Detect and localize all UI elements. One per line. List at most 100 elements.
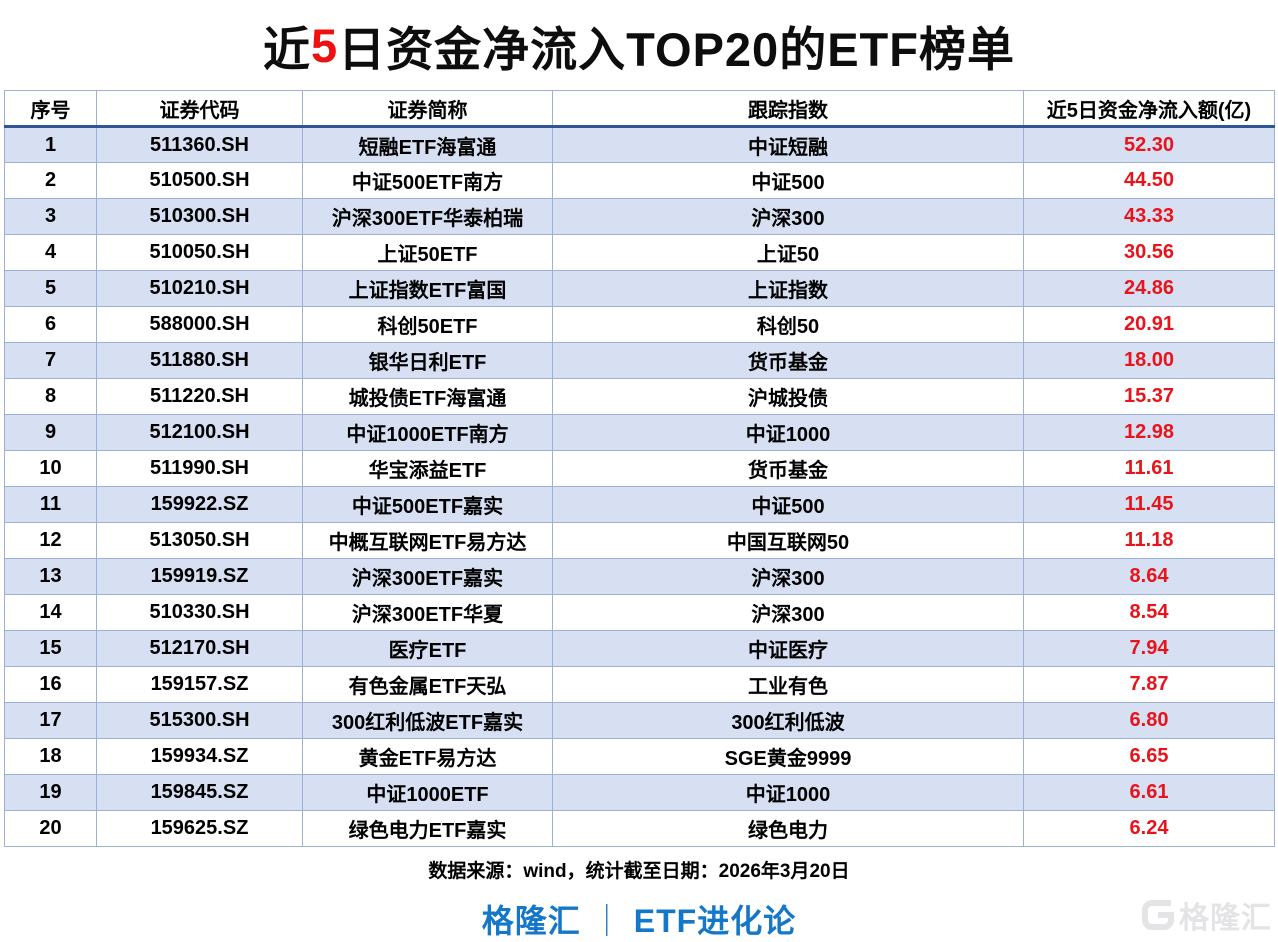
cell-code: 510050.SH xyxy=(96,234,303,271)
table-row: 16 159157.SZ 有色金属ETF天弘 工业有色 7.87 xyxy=(4,666,1275,703)
cell-rank: 7 xyxy=(4,342,97,379)
table-row: 19 159845.SZ 中证1000ETF 中证1000 6.61 xyxy=(4,774,1275,811)
cell-index: 沪深300 xyxy=(552,558,1024,595)
cell-code: 588000.SH xyxy=(96,306,303,343)
cell-code: 513050.SH xyxy=(96,522,303,559)
cell-rank: 2 xyxy=(4,162,97,199)
cell-rank: 6 xyxy=(4,306,97,343)
cell-index: 中证医疗 xyxy=(552,630,1024,667)
cell-rank: 15 xyxy=(4,630,97,667)
cell-inflow: 6.24 xyxy=(1023,810,1275,847)
table-row: 15 512170.SH 医疗ETF 中证医疗 7.94 xyxy=(4,630,1275,667)
cell-rank: 19 xyxy=(4,774,97,811)
cell-index: 货币基金 xyxy=(552,450,1024,487)
cell-name: 上证50ETF xyxy=(302,234,553,271)
cell-rank: 11 xyxy=(4,486,97,523)
cell-index: 300红利低波 xyxy=(552,702,1024,739)
cell-index: 沪深300 xyxy=(552,594,1024,631)
cell-inflow: 6.80 xyxy=(1023,702,1275,739)
cell-index: 中证500 xyxy=(552,486,1024,523)
cell-code: 510330.SH xyxy=(96,594,303,631)
watermark-text: 格隆汇 xyxy=(1179,902,1272,935)
page-title: 近 5 日资金净流入TOP20的ETF榜单 xyxy=(0,0,1278,90)
cell-code: 159934.SZ xyxy=(96,738,303,775)
cell-rank: 12 xyxy=(4,522,97,559)
cell-inflow: 44.50 xyxy=(1023,162,1275,199)
cell-index: 沪深300 xyxy=(552,198,1024,235)
cell-code: 511220.SH xyxy=(96,378,303,415)
cell-code: 159919.SZ xyxy=(96,558,303,595)
cell-name: 300红利低波ETF嘉实 xyxy=(302,702,553,739)
cell-index: 上证指数 xyxy=(552,270,1024,307)
table-header-row: 序号 证券代码 证券简称 跟踪指数 近5日资金净流入额(亿) xyxy=(4,90,1275,128)
title-prefix: 近 xyxy=(263,22,312,76)
cell-index: 上证50 xyxy=(552,234,1024,271)
cell-inflow: 43.33 xyxy=(1023,198,1275,235)
cell-name: 绿色电力ETF嘉实 xyxy=(302,810,553,847)
table-row: 10 511990.SH 华宝添益ETF 货币基金 11.61 xyxy=(4,450,1275,487)
header-cell-code: 证券代码 xyxy=(96,90,303,128)
table-row: 1 511360.SH 短融ETF海富通 中证短融 52.30 xyxy=(4,126,1275,163)
cell-name: 中证1000ETF xyxy=(302,774,553,811)
cell-inflow: 7.87 xyxy=(1023,666,1275,703)
cell-name: 沪深300ETF嘉实 xyxy=(302,558,553,595)
cell-inflow: 6.65 xyxy=(1023,738,1275,775)
cell-code: 512170.SH xyxy=(96,630,303,667)
cell-name: 城投债ETF海富通 xyxy=(302,378,553,415)
cell-inflow: 11.45 xyxy=(1023,486,1275,523)
table-row: 8 511220.SH 城投债ETF海富通 沪城投债 15.37 xyxy=(4,378,1275,415)
cell-name: 上证指数ETF富国 xyxy=(302,270,553,307)
cell-rank: 14 xyxy=(4,594,97,631)
title-highlight-number: 5 xyxy=(311,18,339,72)
cell-index: 沪城投债 xyxy=(552,378,1024,415)
cell-rank: 20 xyxy=(4,810,97,847)
table-row: 5 510210.SH 上证指数ETF富国 上证指数 24.86 xyxy=(4,270,1275,307)
cell-index: 中证1000 xyxy=(552,774,1024,811)
cell-code: 159157.SZ xyxy=(96,666,303,703)
cell-index: 中证短融 xyxy=(552,126,1024,163)
brand-series-name: ETF进化论 xyxy=(633,903,797,939)
table-row: 2 510500.SH 中证500ETF南方 中证500 44.50 xyxy=(4,162,1275,199)
cell-inflow: 6.61 xyxy=(1023,774,1275,811)
glh-watermark: 格隆汇 xyxy=(1140,893,1272,937)
brand-name: 格隆汇 xyxy=(481,903,581,939)
cell-rank: 5 xyxy=(4,270,97,307)
header-cell-name: 证券简称 xyxy=(302,90,553,128)
cell-name: 中证500ETF嘉实 xyxy=(302,486,553,523)
table-row: 17 515300.SH 300红利低波ETF嘉实 300红利低波 6.80 xyxy=(4,702,1275,739)
header-cell-inflow: 近5日资金净流入额(亿) xyxy=(1023,90,1275,128)
cell-inflow: 30.56 xyxy=(1023,234,1275,271)
cell-name: 华宝添益ETF xyxy=(302,450,553,487)
cell-inflow: 11.61 xyxy=(1023,450,1275,487)
table-row: 11 159922.SZ 中证500ETF嘉实 中证500 11.45 xyxy=(4,486,1275,523)
etf-inflow-table: 序号 证券代码 证券简称 跟踪指数 近5日资金净流入额(亿) 1 511360.S… xyxy=(4,90,1275,847)
header-cell-rank: 序号 xyxy=(4,90,97,128)
table-row: 18 159934.SZ 黄金ETF易方达 SGE黄金9999 6.65 xyxy=(4,738,1275,775)
cell-inflow: 24.86 xyxy=(1023,270,1275,307)
cell-name: 沪深300ETF华泰柏瑞 xyxy=(302,198,553,235)
cell-rank: 1 xyxy=(4,126,97,163)
table-row: 20 159625.SZ 绿色电力ETF嘉实 绿色电力 6.24 xyxy=(4,810,1275,847)
cell-rank: 9 xyxy=(4,414,97,451)
cell-name: 短融ETF海富通 xyxy=(302,126,553,163)
cell-name: 黄金ETF易方达 xyxy=(302,738,553,775)
title-suffix: 日资金净流入TOP20的ETF榜单 xyxy=(338,22,1015,76)
table-row: 14 510330.SH 沪深300ETF华夏 沪深300 8.54 xyxy=(4,594,1275,631)
data-source-note: 数据来源：wind，统计截至日期：2026年3月20日 xyxy=(428,861,850,882)
cell-inflow: 12.98 xyxy=(1023,414,1275,451)
brand-divider: ｜ xyxy=(590,903,624,939)
cell-inflow: 52.30 xyxy=(1023,126,1275,163)
cell-rank: 4 xyxy=(4,234,97,271)
cell-name: 中概互联网ETF易方达 xyxy=(302,522,553,559)
cell-code: 510300.SH xyxy=(96,198,303,235)
cell-code: 159922.SZ xyxy=(96,486,303,523)
cell-code: 511360.SH xyxy=(96,126,303,163)
cell-name: 沪深300ETF华夏 xyxy=(302,594,553,631)
cell-index: 中证500 xyxy=(552,162,1024,199)
table-row: 4 510050.SH 上证50ETF 上证50 30.56 xyxy=(4,234,1275,271)
cell-index: SGE黄金9999 xyxy=(552,738,1024,775)
cell-code: 512100.SH xyxy=(96,414,303,451)
cell-rank: 13 xyxy=(4,558,97,595)
cell-rank: 17 xyxy=(4,702,97,739)
cell-name: 中证1000ETF南方 xyxy=(302,414,553,451)
